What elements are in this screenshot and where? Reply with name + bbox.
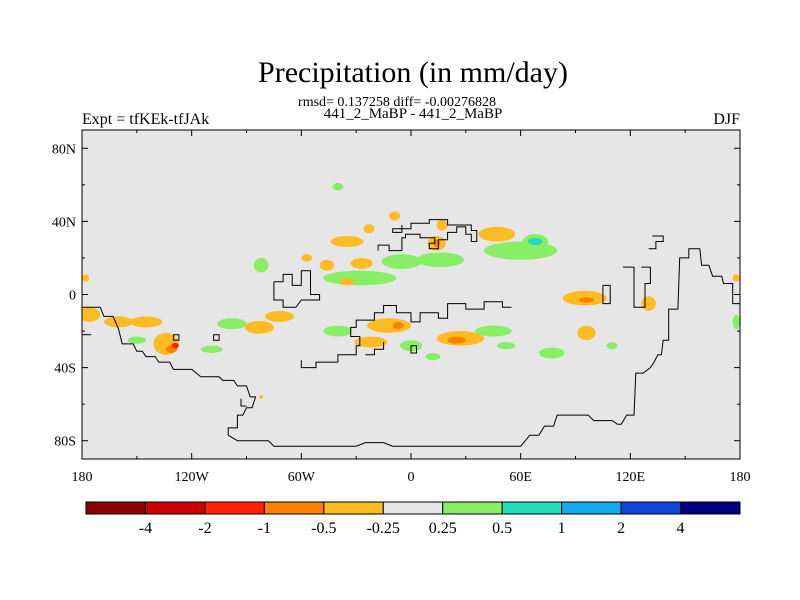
anomaly-patch — [416, 252, 465, 268]
colorbar-swatch — [501, 501, 563, 515]
colorbar-label: -0.25 — [367, 520, 400, 537]
colorbar-label: -4 — [139, 520, 152, 537]
season-label: DJF — [713, 111, 740, 128]
experiment-label: Expt = tfKEk-tfJAk — [82, 111, 210, 128]
coastline — [602, 284, 611, 305]
anomaly-patch — [354, 336, 388, 348]
x-axis: 180 120W 60W 0 60E 120E 180 — [72, 130, 751, 485]
anomaly-patch — [323, 325, 353, 337]
stats-text: rmsd= 0.137258 diff= -0.00276828 — [298, 95, 496, 110]
coastline — [623, 266, 651, 308]
x-tick-label: 180 — [72, 470, 93, 485]
colorbar: -4 -2 -1 -0.5 -0.25 0.25 0.5 1 2 4 — [85, 501, 741, 537]
anomaly-patch — [527, 237, 543, 246]
colorbar-label: 4 — [677, 520, 685, 537]
coastline — [365, 342, 385, 356]
anomaly-patch — [217, 318, 247, 330]
anomaly-patch — [577, 325, 596, 341]
anomaly-patch — [103, 316, 134, 328]
colorbar-swatch — [620, 501, 682, 515]
coastline — [648, 235, 664, 250]
coastline — [240, 398, 247, 407]
colorbar-swatch — [561, 501, 622, 515]
coastline-layer — [82, 219, 740, 447]
y-tick-label: 40N — [52, 215, 76, 230]
x-tick-label: 120E — [616, 470, 646, 485]
y-tick-label: 0 — [69, 289, 76, 304]
anomaly-patch — [392, 321, 404, 330]
anomaly-patch — [330, 236, 364, 247]
coastline — [82, 248, 740, 447]
y-axis: 80N 40N 0 40S 80S — [52, 142, 740, 450]
anomaly-patch — [350, 257, 373, 269]
anomaly-patch — [367, 318, 412, 333]
colorbar-swatch — [144, 501, 206, 515]
anomaly-patch — [200, 345, 223, 353]
colorbar-label: 0.25 — [429, 520, 457, 537]
anomaly-layer — [82, 183, 740, 399]
colorbar-swatch — [263, 501, 325, 515]
coastline — [300, 301, 512, 369]
map-background — [82, 130, 740, 459]
anomaly-patch — [363, 224, 375, 234]
coastline — [273, 270, 321, 308]
anomaly-patch — [478, 226, 516, 242]
colorbar-swatch — [442, 501, 503, 515]
anomaly-patch — [538, 347, 565, 359]
y-tick-label: 40S — [54, 362, 76, 377]
x-tick-label: 60E — [509, 470, 532, 485]
anomaly-patch — [606, 342, 618, 350]
anomaly-patch — [319, 259, 335, 271]
colorbar-swatch — [680, 501, 741, 515]
anomaly-patch — [253, 257, 269, 273]
anomaly-patch — [496, 342, 516, 350]
colorbar-label: 1 — [558, 520, 566, 537]
chart-title: Precipitation (in mm/day) — [258, 56, 568, 89]
anomaly-patch — [732, 314, 740, 330]
colorbar-swatch — [85, 501, 146, 515]
anomaly-patch — [259, 395, 263, 399]
x-tick-label: 180 — [730, 470, 751, 485]
colorbar-label: -1 — [258, 520, 271, 537]
colorbar-label: 2 — [617, 520, 625, 537]
anomaly-patch — [474, 325, 512, 337]
anomaly-patch — [332, 183, 344, 191]
colorbar-swatch — [382, 501, 444, 515]
anomaly-patch — [244, 321, 274, 334]
anomaly-patch — [579, 297, 594, 303]
y-tick-label: 80N — [52, 142, 76, 157]
colorbar-label: 0.5 — [492, 520, 512, 537]
anomaly-patch — [323, 270, 397, 286]
anomaly-patch — [732, 274, 740, 282]
anomaly-patch — [301, 254, 313, 262]
chart-subtitle: 441_2_MaBP - 441_2_MaBP — [323, 106, 503, 122]
coastline — [172, 334, 180, 341]
anomaly-patch — [129, 316, 163, 328]
anomaly-patch — [389, 211, 401, 221]
coastline — [377, 244, 402, 252]
colorbar-label: -2 — [198, 520, 211, 537]
coastline — [213, 334, 220, 341]
y-tick-label: 80S — [54, 435, 76, 450]
anomaly-patch — [82, 307, 101, 322]
anomaly-patch — [171, 342, 179, 349]
colorbar-label: -0.5 — [311, 520, 336, 537]
coastline — [410, 345, 417, 354]
x-tick-label: 0 — [408, 470, 415, 485]
x-tick-label: 60W — [288, 470, 316, 485]
anomaly-patch — [339, 278, 355, 286]
anomaly-patch — [82, 274, 90, 282]
colorbar-swatch — [204, 501, 265, 515]
anomaly-patch — [425, 352, 441, 361]
anomaly-patch — [381, 254, 422, 269]
anomaly-patch — [264, 310, 295, 322]
x-tick-label: 120W — [175, 470, 210, 485]
anomaly-patch — [641, 296, 656, 311]
coastline — [392, 219, 478, 251]
anomaly-patch — [447, 336, 466, 344]
anomaly-patch — [436, 219, 448, 231]
colorbar-swatch — [323, 501, 384, 515]
anomaly-patch — [127, 336, 146, 344]
